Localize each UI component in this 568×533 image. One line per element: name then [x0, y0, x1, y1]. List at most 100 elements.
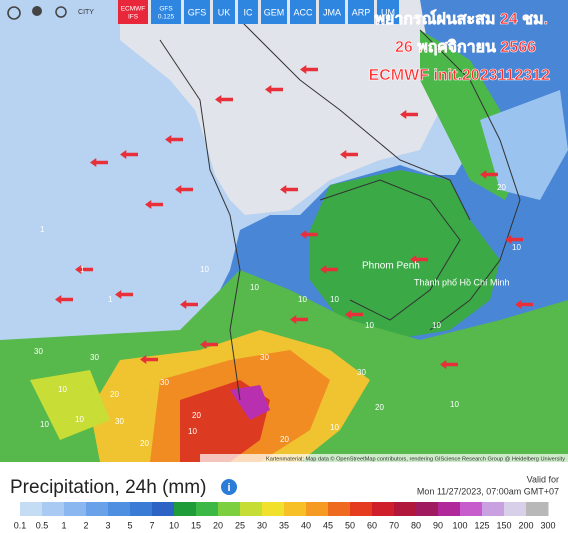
scale-label: 50	[345, 520, 355, 530]
contour-label: 10	[432, 321, 441, 330]
scale-label: 200	[518, 520, 533, 530]
scale-swatch	[152, 502, 175, 516]
legend: Precipitation, 24h (mm) i Valid for Mon …	[10, 474, 559, 530]
title-line: พยากรณ์ฝนสะสม 24 ชม.	[374, 9, 548, 28]
scale-swatch	[64, 502, 87, 516]
contour-label: 20	[140, 439, 149, 448]
model-label[interactable]: ECMWF	[121, 6, 146, 13]
scale-label: 15	[191, 520, 201, 530]
scale-label: 40	[301, 520, 311, 530]
overlay-title: พยากรณ์ฝนสะสม 24 ชม. 26 พฤศจิกายน 2566 E…	[368, 9, 550, 85]
scale-label: 1	[61, 520, 66, 530]
scale-swatch	[284, 502, 307, 516]
contour-label: 20	[375, 403, 384, 412]
scale-swatch	[42, 502, 65, 516]
contour-label: 30	[115, 417, 124, 426]
scale-swatch	[526, 502, 549, 516]
scale-label: 60	[367, 520, 377, 530]
scale-label: 30	[257, 520, 267, 530]
city-toggle[interactable]: CITY	[78, 9, 94, 16]
legend-title: Precipitation, 24h (mm)	[10, 477, 206, 498]
model-label[interactable]: ARP	[352, 7, 371, 17]
scale-label: 150	[496, 520, 511, 530]
model-button[interactable]	[213, 0, 235, 24]
map-labels: 20 10 10 10 10 10 1 1 1 10 30 30 30 20 10 10 10 20 10 30 20 3…	[34, 183, 521, 448]
contour-label: 10	[330, 423, 339, 432]
contour-label: 30	[90, 353, 99, 362]
scale-label: 100	[452, 520, 467, 530]
model-button[interactable]	[238, 0, 258, 24]
scale-label: 80	[411, 520, 421, 530]
scale-label: 0.5	[36, 520, 49, 530]
contour-label: 10	[365, 321, 374, 330]
scale-swatch	[416, 502, 439, 516]
contour-label: 20	[497, 183, 506, 192]
scale-swatch	[482, 502, 505, 516]
model-label[interactable]: UK	[218, 7, 231, 17]
scale-label: 90	[433, 520, 443, 530]
model-button[interactable]	[377, 0, 399, 24]
scale-swatch	[108, 502, 131, 516]
contour-label: 30	[34, 347, 43, 356]
contour-label: 30	[160, 378, 169, 387]
contour-label: 30	[260, 353, 269, 362]
model-button[interactable]	[290, 0, 316, 24]
model-label[interactable]: IC	[244, 7, 254, 17]
model-label[interactable]: ACC	[293, 7, 313, 17]
scale-label: 7	[149, 520, 154, 530]
model-button[interactable]	[151, 0, 181, 24]
model-button[interactable]	[319, 0, 345, 24]
scale-swatch	[306, 502, 329, 516]
scale-label: 25	[235, 520, 245, 530]
scale-swatch	[130, 502, 153, 516]
model-label[interactable]: GFS	[159, 6, 173, 13]
borders	[159, 19, 521, 401]
contour-label: 30	[357, 368, 366, 377]
contour-label: 10	[512, 243, 521, 252]
contour-label: 1	[40, 225, 45, 234]
scale-label: 70	[389, 520, 399, 530]
contour-label: 10	[250, 283, 259, 292]
contour-label: 10	[450, 400, 459, 409]
model-button[interactable]	[348, 0, 374, 24]
attribution: Kartenmaterial: Map data © OpenStreetMap…	[266, 455, 565, 462]
model-label-sub: IFS	[128, 14, 139, 21]
scale-label: 3	[105, 520, 110, 530]
model-button[interactable]	[118, 0, 148, 24]
contour-label: 10	[330, 295, 339, 304]
city-label: Thành phố Hồ Chí Minh	[414, 277, 510, 287]
refresh-button[interactable]	[7, 6, 21, 20]
model-button[interactable]	[184, 0, 210, 24]
model-button[interactable]	[261, 0, 287, 24]
model-label[interactable]: GEM	[264, 7, 285, 17]
scale-swatch	[240, 502, 263, 516]
contour-label: 1	[108, 295, 113, 304]
scale-swatch	[328, 502, 351, 516]
model-label[interactable]: JMA	[323, 7, 341, 17]
scale-swatch	[86, 502, 109, 516]
contour-label: 10	[58, 385, 67, 394]
scale-label: 125	[474, 520, 489, 530]
model-label[interactable]: UM	[381, 7, 395, 17]
scale-swatch	[196, 502, 219, 516]
valid-label: Valid for	[527, 474, 559, 484]
contour-label: 10	[75, 415, 84, 424]
contour-label: 10	[40, 420, 49, 429]
scale-label: 0.1	[14, 520, 27, 530]
locate-button[interactable]	[32, 6, 42, 16]
contour-label: 10	[188, 427, 197, 436]
scale-swatch	[174, 502, 197, 516]
scale-swatch	[372, 502, 395, 516]
valid-time: Mon 11/27/2023, 07:00am GMT+07	[417, 486, 559, 496]
scale-swatch	[394, 502, 417, 516]
scale-label: 5	[127, 520, 132, 530]
scale-swatch	[218, 502, 241, 516]
scale-swatch	[350, 502, 373, 516]
scale-swatch	[460, 502, 483, 516]
info-icon[interactable]: i	[227, 482, 230, 494]
scale-label: 45	[323, 520, 333, 530]
model-label[interactable]: GFS	[188, 7, 207, 17]
zoom-button[interactable]	[55, 6, 67, 18]
contour-label: 10	[200, 265, 209, 274]
